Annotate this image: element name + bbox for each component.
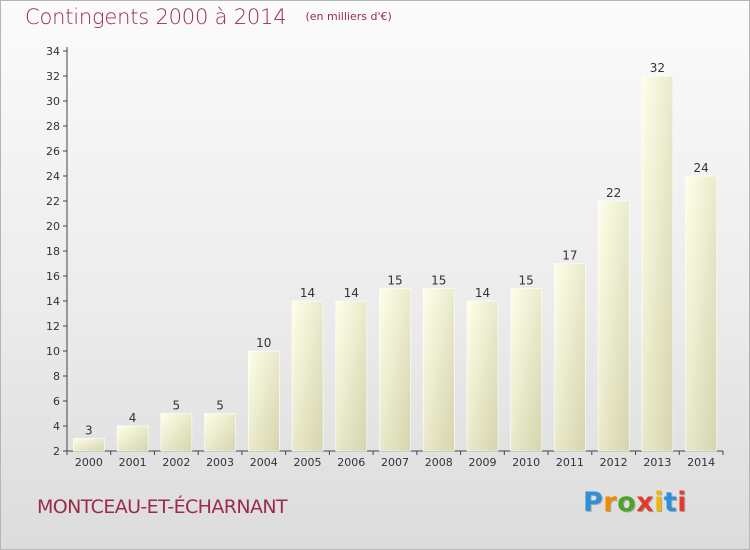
bar-value-label: 15 xyxy=(387,274,402,288)
bar xyxy=(641,75,674,452)
bar xyxy=(597,200,630,452)
logo-letter: i xyxy=(654,487,664,518)
bar xyxy=(116,425,149,452)
y-tick-label: 10 xyxy=(46,345,60,358)
y-tick-label: 4 xyxy=(53,420,60,433)
bar-value-label: 32 xyxy=(650,61,665,75)
logo-letter: x xyxy=(636,487,655,518)
x-tick-label: 2012 xyxy=(600,456,628,469)
bar-value-label: 5 xyxy=(173,399,181,413)
logo-letter: t xyxy=(663,487,678,518)
y-tick-label: 12 xyxy=(46,320,60,333)
y-tick-label: 34 xyxy=(46,45,60,58)
bar xyxy=(204,413,236,452)
x-tick-label: 2001 xyxy=(119,456,147,469)
bar-value-label: 14 xyxy=(300,286,315,300)
x-tick-label: 2002 xyxy=(162,456,190,469)
y-tick-label: 22 xyxy=(46,195,60,208)
bar-value-label: 14 xyxy=(344,286,359,300)
bar xyxy=(422,288,455,452)
y-tick-label: 30 xyxy=(46,95,60,108)
x-tick-label: 2000 xyxy=(75,456,103,469)
y-tick-label: 6 xyxy=(53,395,60,408)
x-tick-label: 2007 xyxy=(381,456,409,469)
bar xyxy=(554,263,586,452)
chart-unit: (en milliers d'€) xyxy=(305,10,392,23)
bar-value-label: 15 xyxy=(431,274,446,288)
bar-value-label: 14 xyxy=(475,286,490,300)
bar xyxy=(248,350,280,452)
y-tick-label: 28 xyxy=(46,120,60,133)
x-tick-label: 2010 xyxy=(512,456,540,469)
y-tick-label: 8 xyxy=(53,370,60,383)
bar xyxy=(466,300,499,452)
bar-value-label: 10 xyxy=(256,336,271,350)
bar-value-label: 3 xyxy=(85,424,93,438)
place-name: MONTCEAU-ET-ÉCHARNANT xyxy=(37,496,288,518)
chart-bars: 3 4 5 5 10 14 14 15 15 14 15 17 22 32 24 xyxy=(73,61,717,452)
y-tick-label: 18 xyxy=(46,245,60,258)
logo-letter: P xyxy=(583,487,604,518)
bar xyxy=(291,300,324,452)
logo-letter: i xyxy=(677,487,688,518)
title-row: Contingents 2000 à 2014 (en milliers d'€… xyxy=(25,5,392,29)
x-tick-label: 2008 xyxy=(425,456,453,469)
x-tick-label: 2003 xyxy=(206,456,234,469)
y-tick-label: 26 xyxy=(46,145,60,158)
y-tick-label: 20 xyxy=(46,220,60,233)
y-tick-label: 14 xyxy=(46,295,60,308)
y-tick-label: 2 xyxy=(53,445,60,458)
chart-title: Contingents 2000 à 2014 xyxy=(25,5,287,29)
y-tick-label: 32 xyxy=(46,70,60,83)
bar-value-label: 24 xyxy=(693,161,708,175)
y-tick-label: 24 xyxy=(46,170,60,183)
x-tick-label: 2006 xyxy=(337,456,365,469)
x-tick-label: 2013 xyxy=(643,456,671,469)
bar xyxy=(160,413,193,452)
x-tick-label: 2009 xyxy=(468,456,496,469)
bar-value-label: 17 xyxy=(562,249,577,263)
bar-value-label: 22 xyxy=(606,186,621,200)
bar-value-label: 15 xyxy=(519,274,534,288)
bar xyxy=(510,288,543,452)
x-tick-label: 2011 xyxy=(556,456,584,469)
logo-letter: o xyxy=(617,487,637,518)
x-tick-label: 2004 xyxy=(250,456,278,469)
bar-value-label: 5 xyxy=(216,399,224,413)
logo-letter: r xyxy=(603,487,618,518)
bar xyxy=(73,438,105,452)
y-tick-label: 16 xyxy=(46,270,60,283)
x-tick-label: 2014 xyxy=(687,456,715,469)
bar xyxy=(685,175,717,452)
bar-value-label: 4 xyxy=(129,411,137,425)
bar xyxy=(379,288,411,452)
proxiti-logo[interactable]: Proxiti xyxy=(583,487,687,518)
bar xyxy=(335,300,368,452)
x-tick-label: 2005 xyxy=(294,456,322,469)
